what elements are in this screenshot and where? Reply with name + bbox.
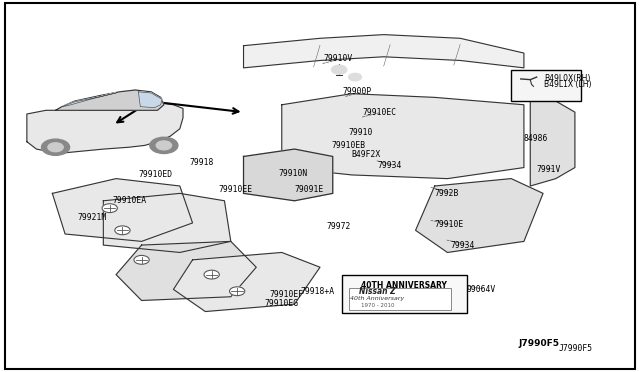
Text: 79910ED: 79910ED [138, 170, 173, 179]
Polygon shape [415, 179, 543, 253]
Circle shape [204, 270, 220, 279]
Text: B49F2X: B49F2X [352, 150, 381, 159]
Text: 7992B: 7992B [435, 189, 459, 198]
Polygon shape [138, 92, 162, 108]
Polygon shape [531, 94, 575, 186]
Text: 79910EB: 79910EB [332, 141, 365, 150]
Circle shape [150, 137, 178, 154]
Circle shape [156, 141, 172, 150]
Text: 84986: 84986 [524, 134, 548, 142]
Text: B49L1X (LH): B49L1X (LH) [544, 80, 592, 89]
Text: 79972: 79972 [326, 222, 351, 231]
Text: 1970 - 2010: 1970 - 2010 [360, 303, 394, 308]
Polygon shape [52, 179, 193, 241]
Text: 79910V: 79910V [323, 54, 353, 63]
Text: 79910EC: 79910EC [363, 108, 397, 117]
Text: 79910EA: 79910EA [113, 196, 147, 205]
Text: 79910EG: 79910EG [264, 299, 298, 308]
Text: 79900P: 79900P [342, 87, 372, 96]
Text: 79934: 79934 [378, 161, 402, 170]
Polygon shape [56, 90, 164, 110]
Text: 79934: 79934 [451, 241, 475, 250]
Text: 79910EF: 79910EF [269, 291, 303, 299]
Text: 79918: 79918 [189, 157, 214, 167]
Polygon shape [282, 94, 524, 179]
Polygon shape [244, 35, 524, 68]
Circle shape [332, 65, 347, 74]
Polygon shape [27, 103, 183, 153]
Text: 79910N: 79910N [278, 169, 308, 177]
Circle shape [230, 287, 245, 296]
Circle shape [115, 226, 130, 235]
Circle shape [102, 204, 117, 212]
Polygon shape [173, 253, 320, 311]
Text: 40th Anniversary: 40th Anniversary [350, 296, 404, 301]
Text: 40TH ANNIVERSARY: 40TH ANNIVERSARY [362, 281, 447, 290]
Text: 79910: 79910 [349, 128, 373, 137]
Text: 79910E: 79910E [435, 220, 464, 229]
Polygon shape [103, 193, 231, 253]
Text: 79918+A: 79918+A [301, 287, 335, 296]
Circle shape [349, 73, 362, 81]
Bar [349, 288, 451, 310]
Text: J7990F5: J7990F5 [518, 340, 559, 349]
Circle shape [134, 256, 149, 264]
Bar [342, 275, 467, 313]
Polygon shape [244, 149, 333, 201]
Text: 7991V: 7991V [537, 165, 561, 174]
Text: 79921M: 79921M [78, 213, 107, 222]
Circle shape [48, 143, 63, 152]
Text: J7990F5: J7990F5 [559, 344, 593, 353]
Text: B49L0X(RH): B49L0X(RH) [544, 74, 591, 83]
Circle shape [42, 139, 70, 155]
Bar [511, 70, 581, 101]
Text: 79910EE: 79910EE [218, 185, 252, 194]
Polygon shape [116, 241, 256, 301]
Text: Nissan Z: Nissan Z [359, 287, 396, 296]
Text: 99064V: 99064V [467, 285, 496, 294]
Text: 79091E: 79091E [294, 185, 324, 194]
Polygon shape [62, 93, 116, 107]
